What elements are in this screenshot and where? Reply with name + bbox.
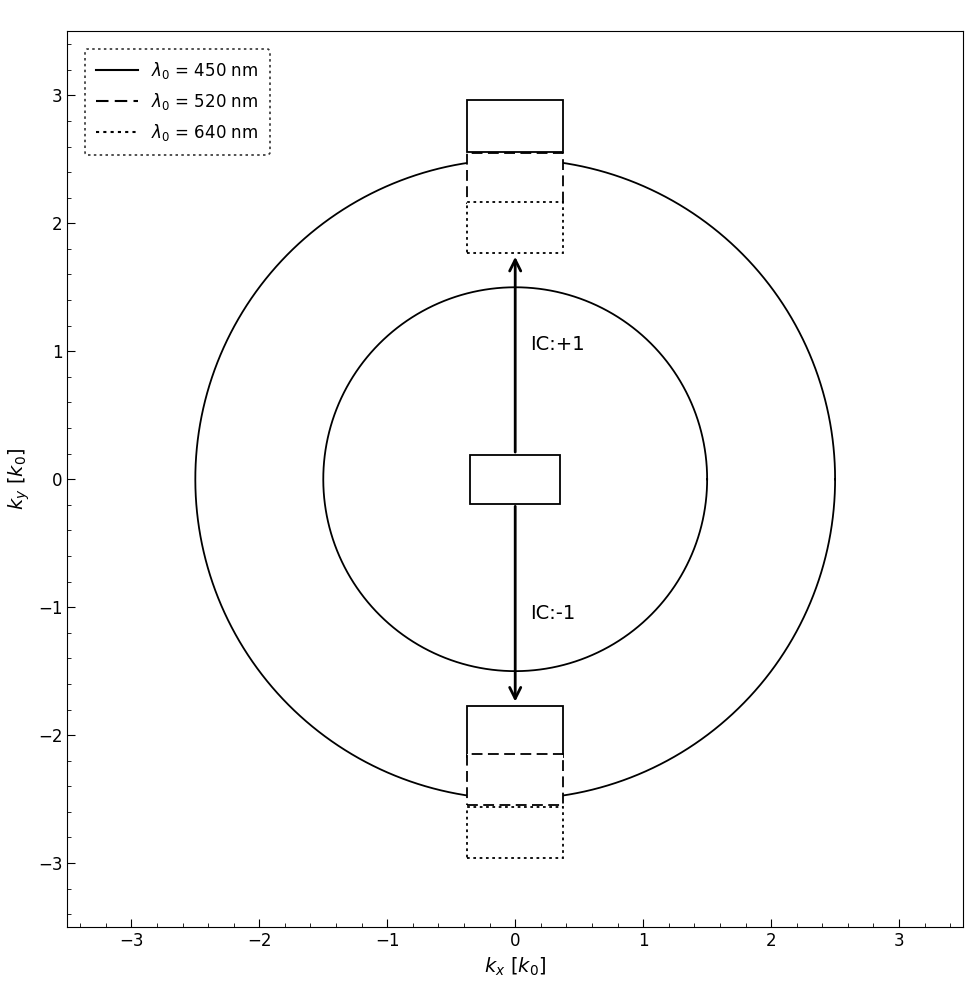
Y-axis label: $k_y$ [$k_0$]: $k_y$ [$k_0$] [7, 448, 32, 510]
Bar [467, 807, 563, 858]
Text: IC:+1: IC:+1 [530, 335, 584, 354]
Bar [467, 706, 563, 757]
Bar [467, 100, 563, 152]
Bar [470, 455, 559, 504]
Legend: $\lambda_0$ = 450 nm, $\lambda_0$ = 520 nm, $\lambda_0$ = 640 nm: $\lambda_0$ = 450 nm, $\lambda_0$ = 520 … [84, 49, 270, 155]
X-axis label: $k_x$ [$k_0$]: $k_x$ [$k_0$] [484, 955, 546, 978]
Text: IC:-1: IC:-1 [530, 604, 576, 623]
Bar [467, 153, 563, 204]
Bar [467, 754, 563, 805]
Bar [467, 202, 563, 253]
